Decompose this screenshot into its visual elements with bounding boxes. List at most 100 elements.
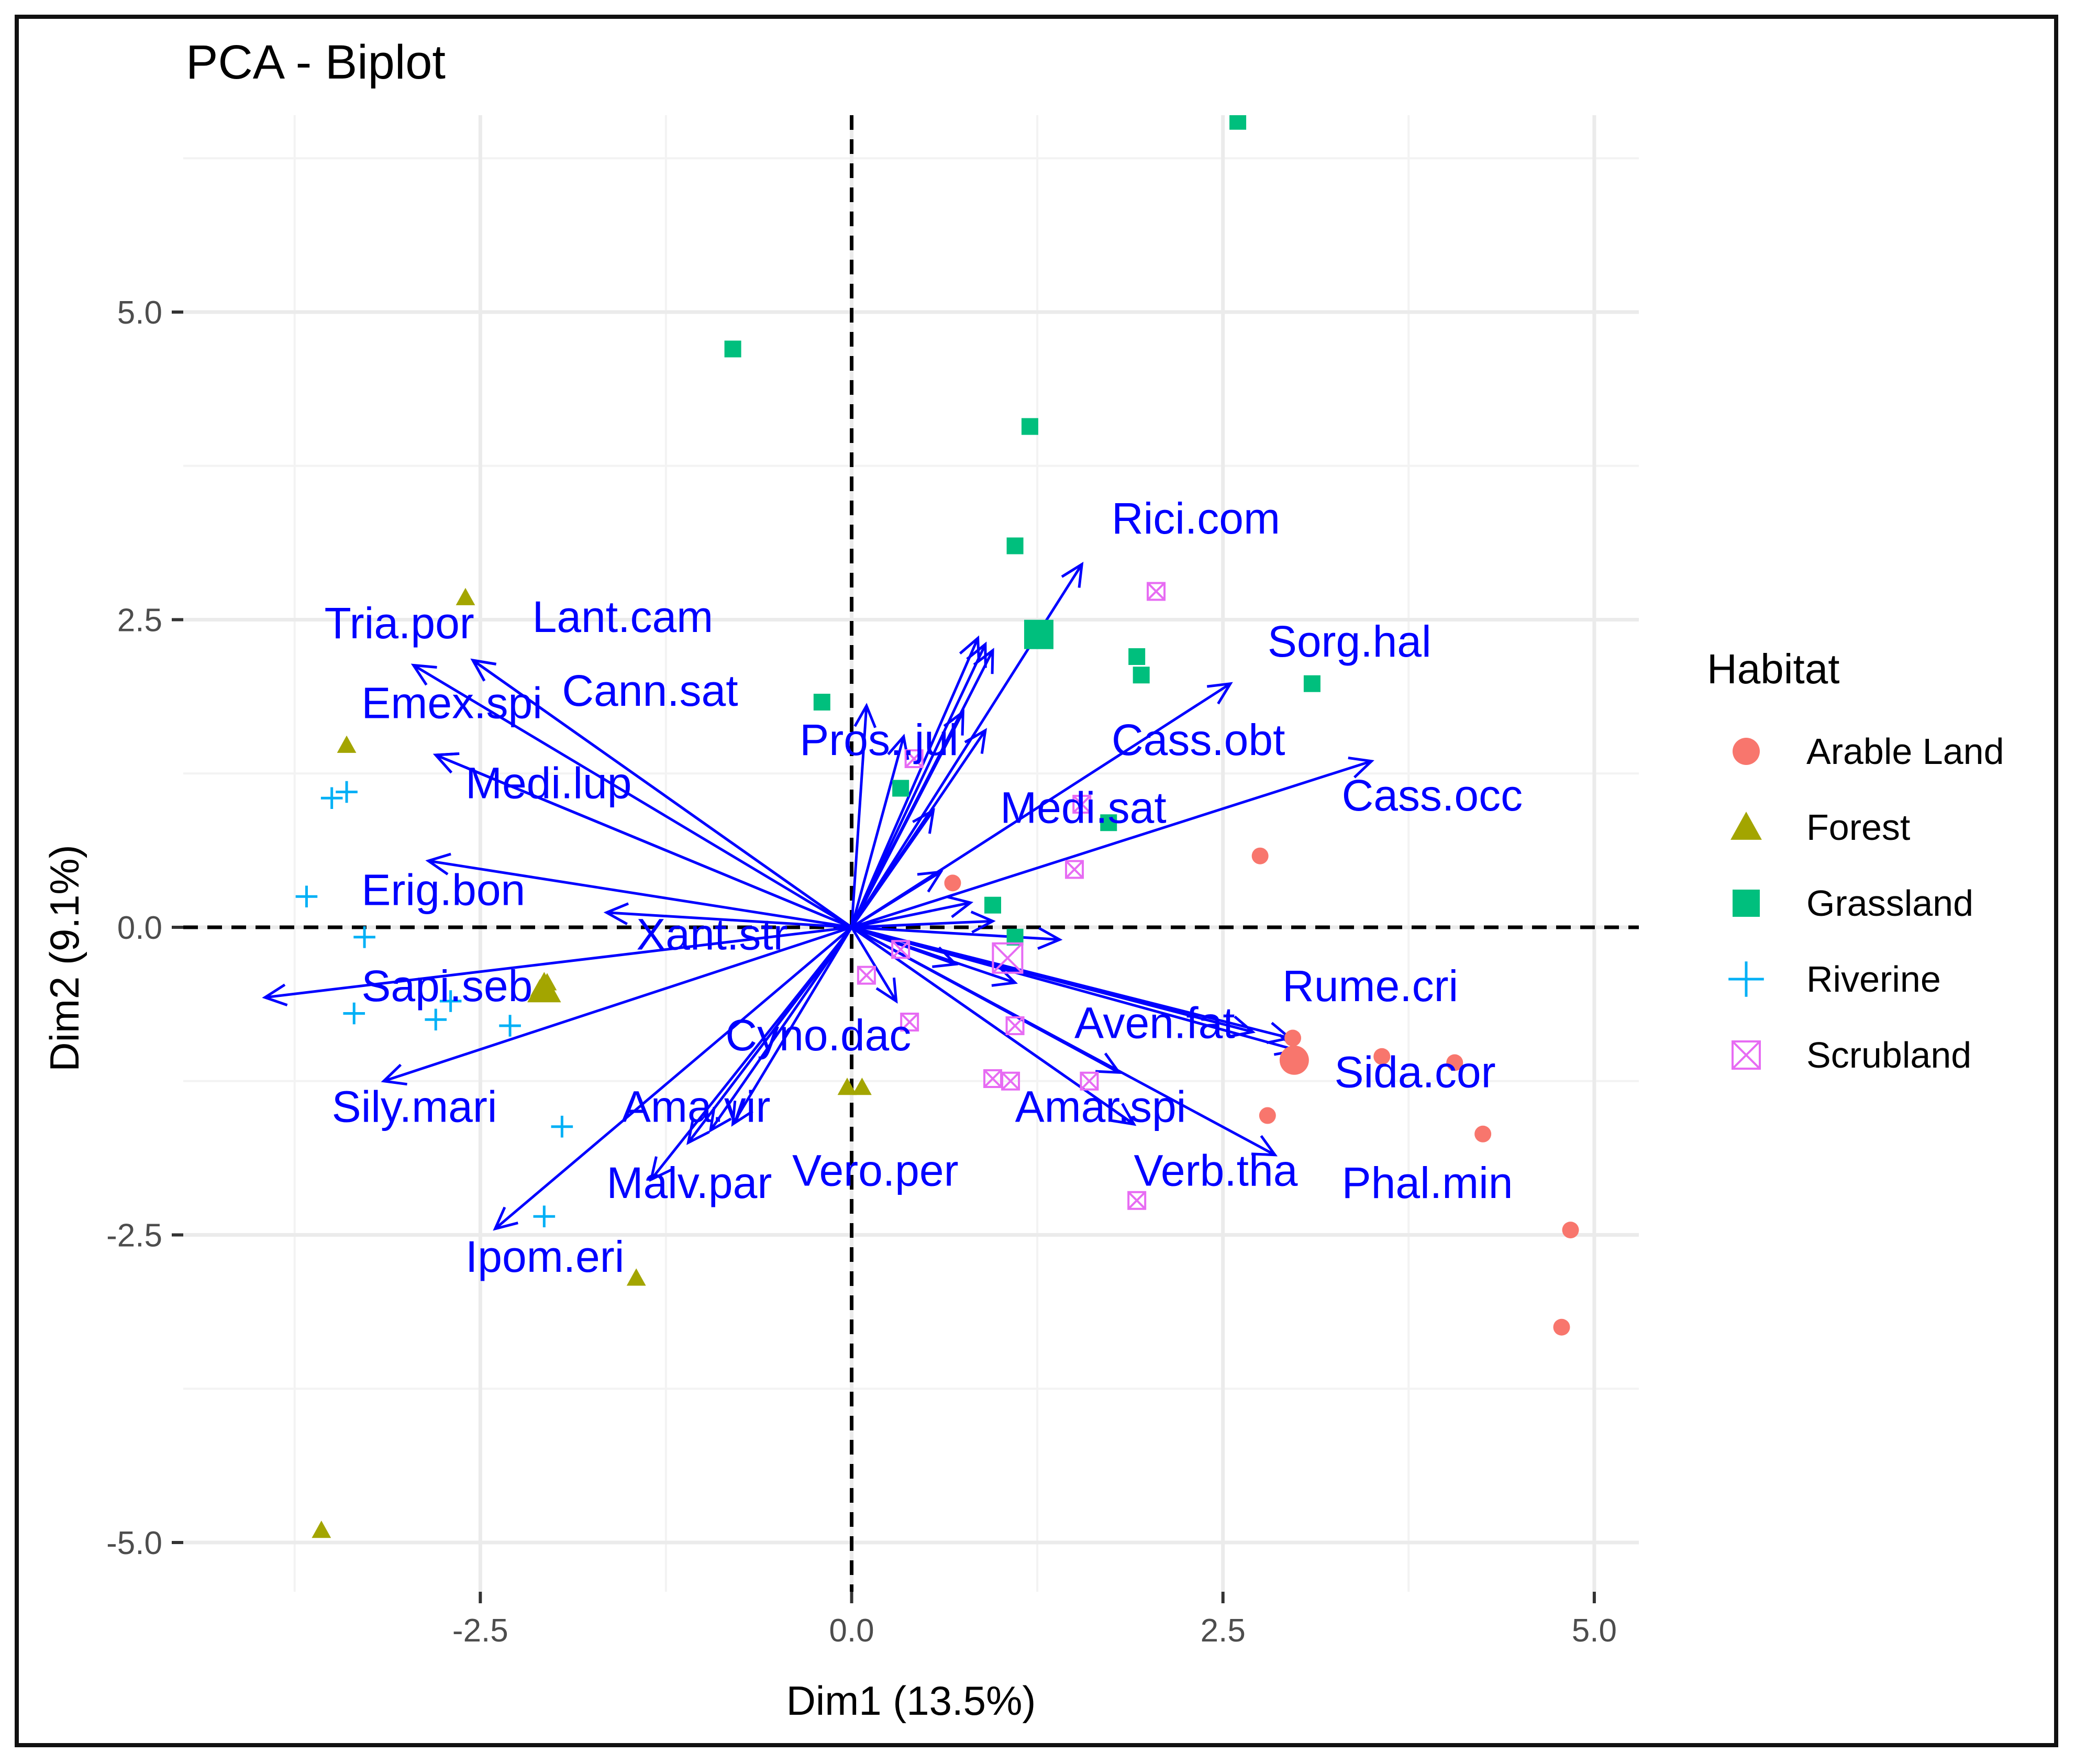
variable-arrow-head	[1110, 1103, 1137, 1126]
figure-border	[15, 15, 2058, 1747]
data-point	[626, 1268, 646, 1286]
variable-label: Amar.spi	[1015, 1082, 1186, 1131]
x-tick-label: 0.0	[829, 1613, 874, 1649]
grid-major	[183, 115, 1639, 1592]
data-point	[551, 1115, 573, 1138]
data-point	[837, 1078, 857, 1095]
variable-arrow-head	[1348, 756, 1374, 779]
variable-arrow-head	[932, 946, 959, 968]
variable-arrow-head	[1037, 927, 1063, 950]
data-point	[1127, 1191, 1147, 1210]
variable-arrow	[731, 926, 853, 1125]
variable-arrow	[428, 859, 852, 929]
variable-arrow-head	[1061, 561, 1084, 588]
variable-arrow-head	[649, 1156, 673, 1182]
variable-label: Tria.por	[324, 598, 474, 648]
legend-key	[1728, 961, 1764, 997]
variable-arrow-head	[964, 728, 987, 754]
variable-arrow	[494, 926, 853, 1230]
y-axis-label: Dim2 (9.1%)	[41, 845, 87, 1071]
data-point	[1006, 537, 1024, 554]
data-point	[336, 781, 358, 803]
data-point	[1303, 675, 1321, 692]
data-point	[533, 1205, 556, 1228]
data-point	[320, 787, 343, 809]
axes: -2.5 0.0 2.5 5.0 -5.0 -2.5 0.0 2.5 5.0	[106, 295, 1617, 1649]
variable-label: Cass.obt	[1112, 715, 1285, 764]
y-tick-label: 2.5	[117, 603, 162, 639]
legend-entry-label: Scrubland	[1806, 1035, 1971, 1075]
variable-arrow-head	[410, 663, 437, 686]
variable-label: Rume.cri	[1282, 961, 1458, 1011]
grid-minor	[183, 115, 1639, 1592]
legend-entry-label: Arable Land	[1806, 731, 2004, 772]
variable-label: Phal.min	[1342, 1158, 1513, 1207]
data-point	[857, 966, 876, 985]
data-point	[456, 587, 475, 605]
data-point	[439, 990, 462, 1012]
variable-arrow	[851, 926, 1276, 1156]
data-point	[904, 749, 924, 769]
variable-label: Medi.lup	[465, 758, 632, 807]
variable-label: Malv.par	[606, 1158, 772, 1207]
x-tick-label: 2.5	[1201, 1613, 1246, 1649]
variable-label: Aven.fat	[1074, 999, 1235, 1048]
variable-label: Cann.sat	[562, 666, 738, 715]
variable-arrow-head	[991, 965, 1018, 987]
variable-arrow	[435, 753, 852, 929]
variable-arrow	[851, 926, 1016, 984]
variable-label: Lant.cam	[532, 592, 714, 641]
variable-label: Cass.occ	[1342, 771, 1523, 820]
variable-label: Cyno.dac	[725, 1011, 911, 1060]
variable-arrow	[850, 809, 935, 928]
data-point	[1147, 582, 1166, 601]
variable-label: Verb.tha	[1134, 1146, 1298, 1195]
data-point	[1446, 1054, 1463, 1071]
variable-arrow	[264, 926, 852, 999]
variable-label: Erig.bon	[361, 866, 525, 915]
variable-label: Ipom.eri	[465, 1232, 624, 1281]
data-point	[892, 780, 909, 797]
variable-label: Emex.spi	[361, 679, 542, 728]
variable-arrow-head	[603, 902, 629, 925]
legend-entry-label: Forest	[1806, 807, 1910, 848]
data-point	[425, 1008, 447, 1031]
data-point	[1284, 1029, 1302, 1047]
data-point	[353, 926, 375, 948]
data-point	[1072, 795, 1092, 814]
data-point	[499, 1015, 521, 1037]
y-tick-label: 5.0	[117, 295, 162, 331]
data-point	[1373, 1048, 1391, 1065]
data-point	[1065, 860, 1084, 879]
legend-entry-label: Grassland	[1806, 883, 1973, 924]
data-point	[312, 1521, 331, 1538]
variable-arrow	[709, 926, 853, 1131]
variable-label: Sorg.hal	[1268, 617, 1432, 666]
variable-label: Rici.com	[1112, 494, 1280, 543]
data-point	[1005, 1016, 1025, 1035]
data-point	[1553, 1318, 1570, 1336]
data-point	[900, 1012, 919, 1031]
variable-arrow	[850, 711, 964, 928]
variable-label: Sida.cor	[1334, 1048, 1495, 1097]
legend-key	[1732, 1040, 1761, 1070]
variable-arrow-head	[875, 977, 898, 1004]
data-point	[337, 735, 357, 753]
variable-arrow-head	[1206, 682, 1233, 705]
group-centroid-point	[1024, 619, 1053, 649]
data-point	[1001, 1071, 1020, 1091]
x-tick-label: -2.5	[452, 1613, 508, 1649]
variable-arrow-head	[493, 1206, 518, 1231]
variable-arrow-head	[966, 641, 987, 668]
data-point	[1128, 648, 1146, 665]
variable-arrow-head	[425, 852, 451, 875]
data-point	[1259, 1107, 1276, 1124]
data-point	[1474, 1125, 1492, 1142]
variable-arrow-head	[262, 983, 288, 1006]
data-point	[1021, 418, 1038, 435]
data-point	[852, 1078, 872, 1095]
variable-arrow-head	[917, 870, 944, 893]
variable-arrow	[851, 926, 1135, 1126]
variable-arrow	[851, 760, 1372, 929]
